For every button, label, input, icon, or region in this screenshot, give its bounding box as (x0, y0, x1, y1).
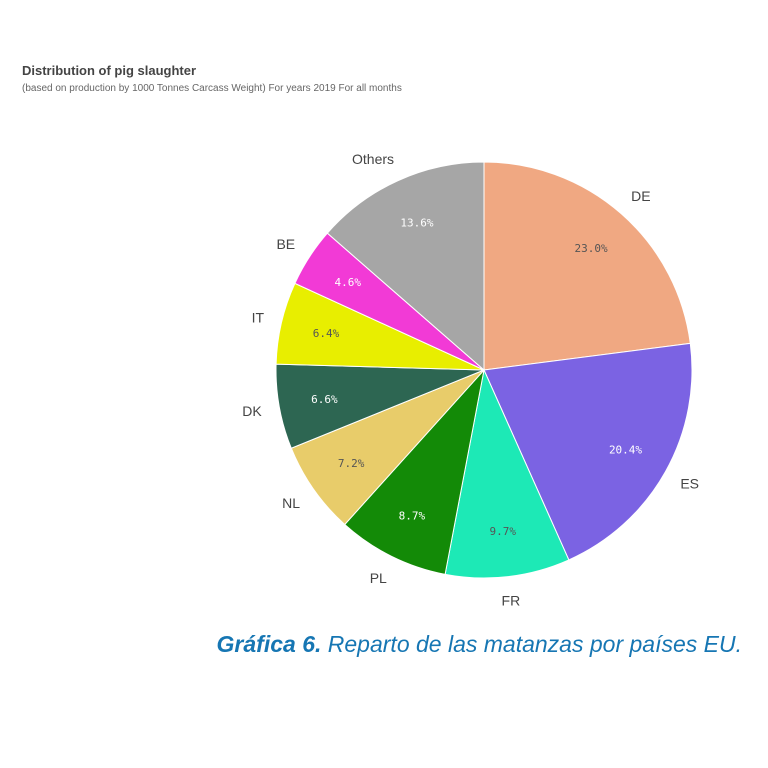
category-label-de: DE (631, 188, 650, 204)
pie-slice-fr[interactable] (444, 368, 570, 579)
pie-slice-others[interactable] (326, 161, 485, 372)
category-label-es: ES (680, 475, 699, 491)
pct-label-be: 4.6% (334, 276, 361, 289)
pct-label-others: 13.6% (400, 216, 433, 229)
pct-label-es: 20.4% (609, 443, 642, 456)
category-label-pl: PL (370, 570, 387, 586)
category-label-dk: DK (242, 403, 262, 419)
category-label-fr: FR (502, 592, 521, 608)
pct-label-fr: 9.7% (490, 525, 517, 538)
pct-label-it: 6.4% (313, 327, 340, 340)
pct-label-pl: 8.7% (399, 509, 426, 522)
pie-slice-pl[interactable] (344, 368, 485, 575)
figure-caption: Gráfica 6. Reparto de las matanzas por p… (0, 631, 742, 658)
pct-label-nl: 7.2% (338, 457, 365, 470)
chart-subtitle: (based on production by 1000 Tonnes Carc… (22, 83, 402, 94)
pct-label-de: 23.0% (575, 242, 608, 255)
pct-label-dk: 6.6% (311, 393, 338, 406)
chart-title: Distribution of pig slaughter (22, 63, 197, 78)
caption-text: Reparto de las matanzas por países EU. (321, 631, 742, 657)
pie-slice-de[interactable] (483, 161, 691, 371)
category-label-nl: NL (282, 495, 300, 511)
category-label-it: IT (252, 309, 265, 325)
category-label-others: Others (352, 151, 394, 167)
pie-slice-es[interactable] (483, 342, 693, 561)
category-label-be: BE (276, 236, 295, 252)
caption-lead: Gráfica 6. (216, 631, 322, 657)
